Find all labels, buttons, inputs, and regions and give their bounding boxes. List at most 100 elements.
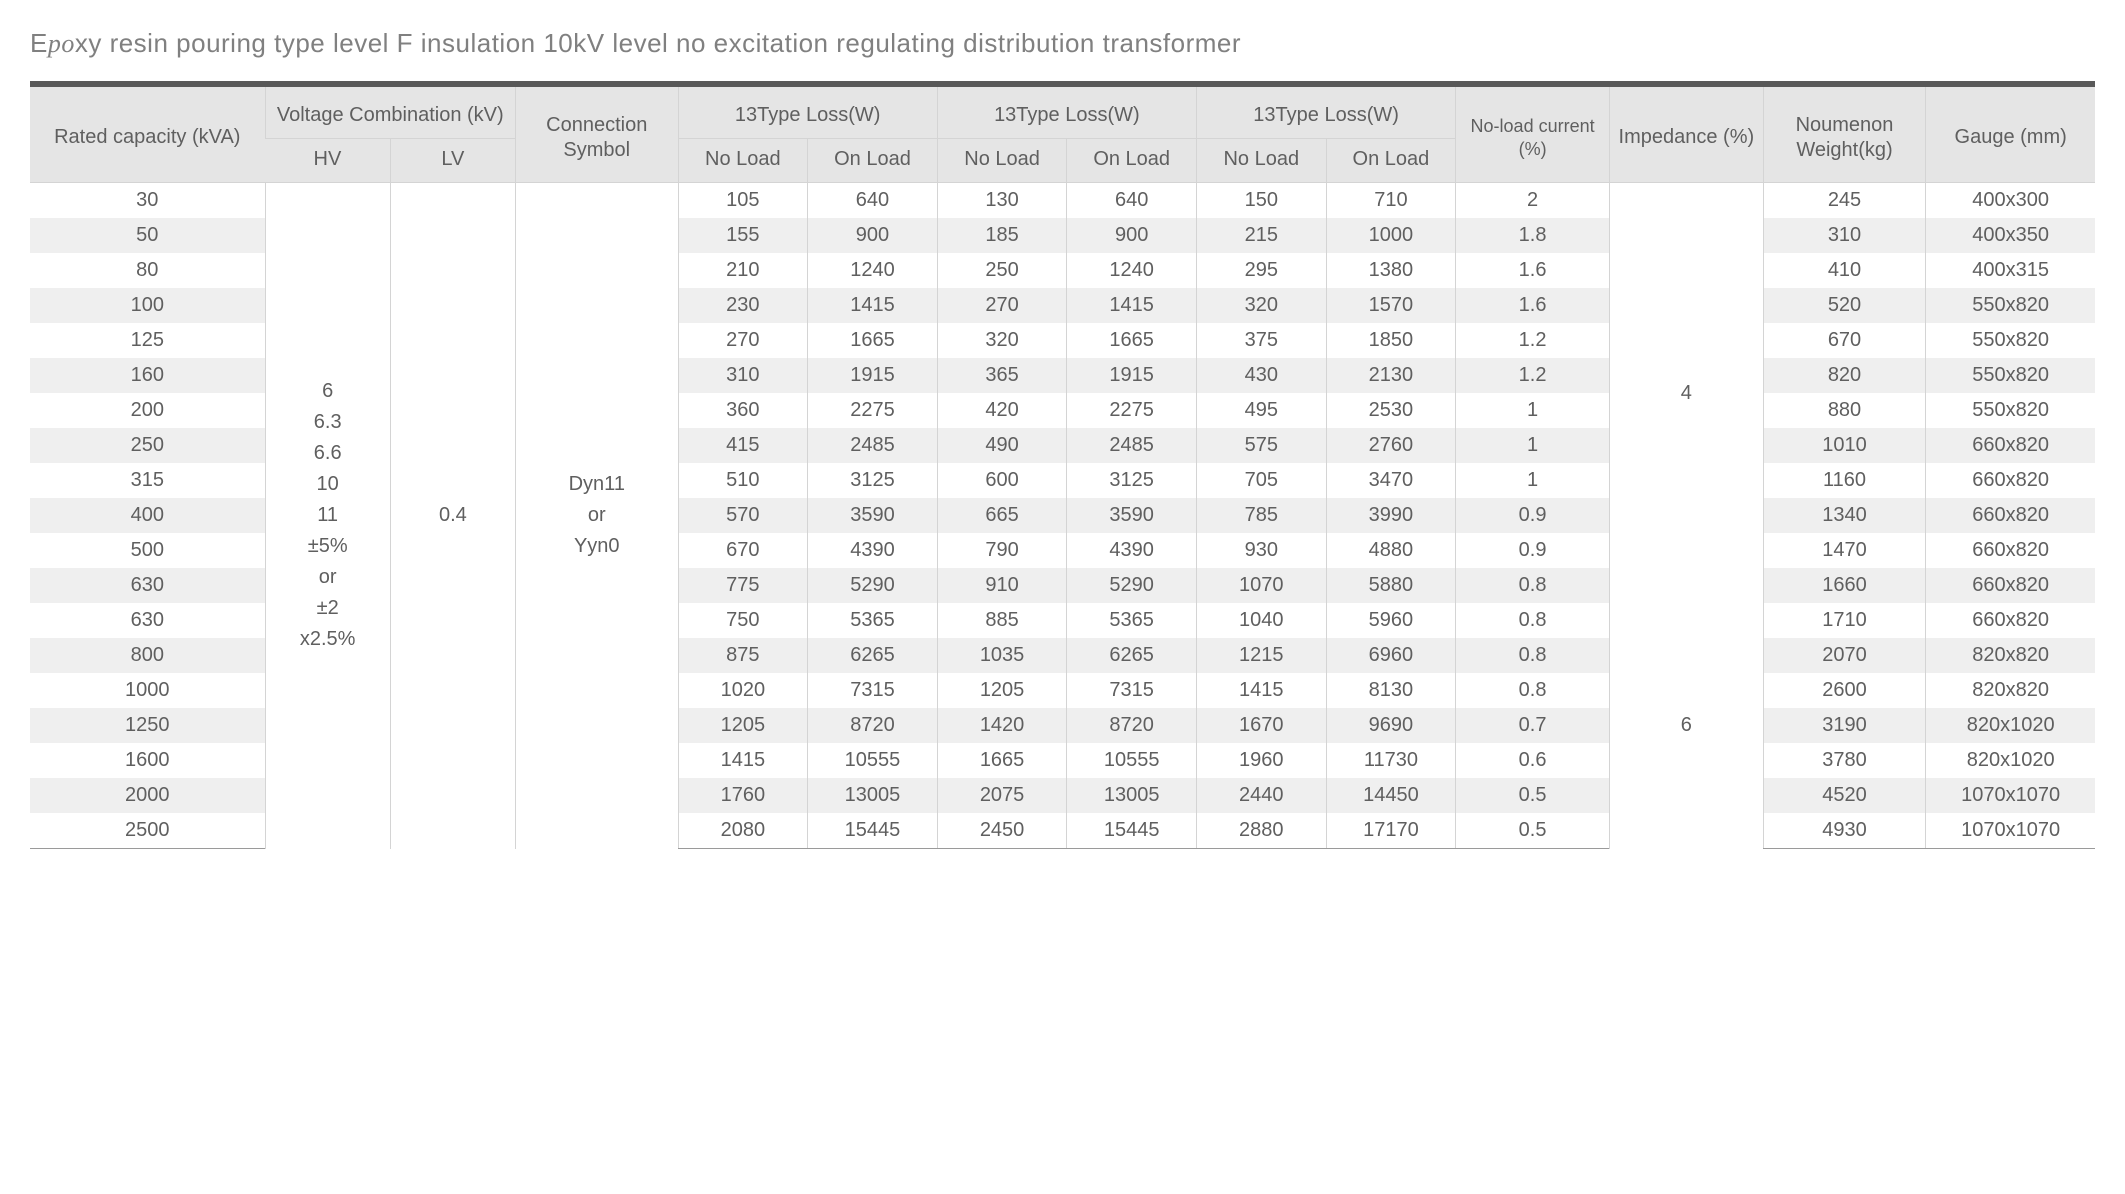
hdr-a-noload: No Load — [678, 139, 808, 183]
cell-loss-c-noload: 495 — [1196, 393, 1326, 428]
cell-loss-b-noload: 1665 — [937, 743, 1067, 778]
cell-no-load-current: 0.8 — [1456, 638, 1610, 673]
title-poxy: po — [48, 29, 75, 58]
cell-loss-b-noload: 2075 — [937, 778, 1067, 813]
cell-loss-a-noload: 210 — [678, 253, 808, 288]
cell-loss-a-noload: 750 — [678, 603, 808, 638]
cell-loss-a-noload: 1415 — [678, 743, 808, 778]
table-body: 3066.36.61011±5%or±2x2.5%0.4Dyn11orYyn01… — [30, 183, 2095, 849]
cell-weight: 2600 — [1763, 673, 1926, 708]
cell-loss-a-onload: 2275 — [808, 393, 938, 428]
cell-loss-b-onload: 2275 — [1067, 393, 1197, 428]
cell-loss-b-noload: 885 — [937, 603, 1067, 638]
cell-loss-b-noload: 1420 — [937, 708, 1067, 743]
cell-rated-capacity: 2500 — [30, 813, 265, 849]
cell-weight: 3780 — [1763, 743, 1926, 778]
cell-loss-a-onload: 5290 — [808, 568, 938, 603]
cell-gauge: 660x820 — [1926, 568, 2095, 603]
cell-impedance-top: 4 — [1609, 183, 1763, 604]
cell-loss-b-onload: 6265 — [1067, 638, 1197, 673]
title-pre: E — [30, 28, 48, 58]
cell-loss-b-noload: 910 — [937, 568, 1067, 603]
cell-rated-capacity: 1600 — [30, 743, 265, 778]
cell-gauge: 400x350 — [1926, 218, 2095, 253]
cell-gauge: 1070x1070 — [1926, 813, 2095, 849]
cell-loss-c-onload: 4880 — [1326, 533, 1456, 568]
cell-loss-a-onload: 10555 — [808, 743, 938, 778]
cell-loss-b-onload: 13005 — [1067, 778, 1197, 813]
cell-loss-a-noload: 415 — [678, 428, 808, 463]
cell-loss-c-noload: 930 — [1196, 533, 1326, 568]
hdr-connection-symbol: Connection Symbol — [516, 87, 679, 183]
cell-hv-merged: 66.36.61011±5%or±2x2.5% — [265, 183, 390, 849]
hdr-b-onload: On Load — [1067, 139, 1197, 183]
cell-rated-capacity: 80 — [30, 253, 265, 288]
cell-loss-a-noload: 775 — [678, 568, 808, 603]
cell-loss-c-noload: 215 — [1196, 218, 1326, 253]
cell-loss-b-onload: 1240 — [1067, 253, 1197, 288]
cell-loss-a-onload: 4390 — [808, 533, 938, 568]
cell-gauge: 820x820 — [1926, 673, 2095, 708]
hdr-impedance: Impedance (%) — [1609, 87, 1763, 183]
cell-gauge: 550x820 — [1926, 288, 2095, 323]
cell-no-load-current: 0.8 — [1456, 673, 1610, 708]
cell-loss-c-onload: 1850 — [1326, 323, 1456, 358]
cell-loss-b-onload: 1415 — [1067, 288, 1197, 323]
cell-loss-c-onload: 8130 — [1326, 673, 1456, 708]
hdr-loss-a: 13Type Loss(W) — [678, 87, 937, 139]
cell-gauge: 660x820 — [1926, 498, 2095, 533]
cell-loss-b-noload: 420 — [937, 393, 1067, 428]
cell-gauge: 550x820 — [1926, 393, 2095, 428]
cell-loss-c-noload: 150 — [1196, 183, 1326, 219]
cell-rated-capacity: 400 — [30, 498, 265, 533]
cell-loss-a-noload: 105 — [678, 183, 808, 219]
cell-loss-a-onload: 5365 — [808, 603, 938, 638]
cell-rated-capacity: 250 — [30, 428, 265, 463]
cell-loss-c-onload: 1000 — [1326, 218, 1456, 253]
cell-loss-b-noload: 1205 — [937, 673, 1067, 708]
cell-loss-c-onload: 3470 — [1326, 463, 1456, 498]
table-header: Rated capacity (kVA) Voltage Combination… — [30, 87, 2095, 183]
cell-loss-c-onload: 5880 — [1326, 568, 1456, 603]
cell-weight: 1340 — [1763, 498, 1926, 533]
cell-loss-b-noload: 665 — [937, 498, 1067, 533]
cell-loss-a-onload: 1415 — [808, 288, 938, 323]
cell-loss-a-noload: 230 — [678, 288, 808, 323]
cell-weight: 1660 — [1763, 568, 1926, 603]
cell-weight: 245 — [1763, 183, 1926, 219]
hdr-c-onload: On Load — [1326, 139, 1456, 183]
cell-loss-c-onload: 2760 — [1326, 428, 1456, 463]
cell-loss-a-onload: 6265 — [808, 638, 938, 673]
cell-loss-c-noload: 375 — [1196, 323, 1326, 358]
cell-no-load-current: 0.5 — [1456, 778, 1610, 813]
cell-loss-b-noload: 490 — [937, 428, 1067, 463]
hdr-gauge: Gauge (mm) — [1926, 87, 2095, 183]
cell-loss-c-noload: 575 — [1196, 428, 1326, 463]
cell-gauge: 660x820 — [1926, 463, 2095, 498]
cell-loss-b-onload: 2485 — [1067, 428, 1197, 463]
cell-loss-b-noload: 185 — [937, 218, 1067, 253]
cell-no-load-current: 0.9 — [1456, 498, 1610, 533]
cell-loss-b-onload: 5365 — [1067, 603, 1197, 638]
cell-loss-c-onload: 5960 — [1326, 603, 1456, 638]
cell-loss-b-noload: 250 — [937, 253, 1067, 288]
cell-loss-c-noload: 1415 — [1196, 673, 1326, 708]
cell-loss-b-onload: 640 — [1067, 183, 1197, 219]
cell-loss-c-noload: 1040 — [1196, 603, 1326, 638]
cell-loss-c-onload: 2530 — [1326, 393, 1456, 428]
cell-no-load-current: 1.2 — [1456, 358, 1610, 393]
cell-no-load-current: 0.5 — [1456, 813, 1610, 849]
cell-loss-a-onload: 3125 — [808, 463, 938, 498]
cell-rated-capacity: 315 — [30, 463, 265, 498]
cell-loss-b-onload: 8720 — [1067, 708, 1197, 743]
cell-gauge: 550x820 — [1926, 358, 2095, 393]
cell-loss-c-noload: 430 — [1196, 358, 1326, 393]
cell-rated-capacity: 2000 — [30, 778, 265, 813]
cell-loss-c-onload: 2130 — [1326, 358, 1456, 393]
cell-no-load-current: 0.6 — [1456, 743, 1610, 778]
cell-gauge: 660x820 — [1926, 533, 2095, 568]
cell-loss-b-onload: 1915 — [1067, 358, 1197, 393]
cell-gauge: 820x820 — [1926, 638, 2095, 673]
hdr-lv: LV — [390, 139, 515, 183]
cell-loss-b-noload: 790 — [937, 533, 1067, 568]
